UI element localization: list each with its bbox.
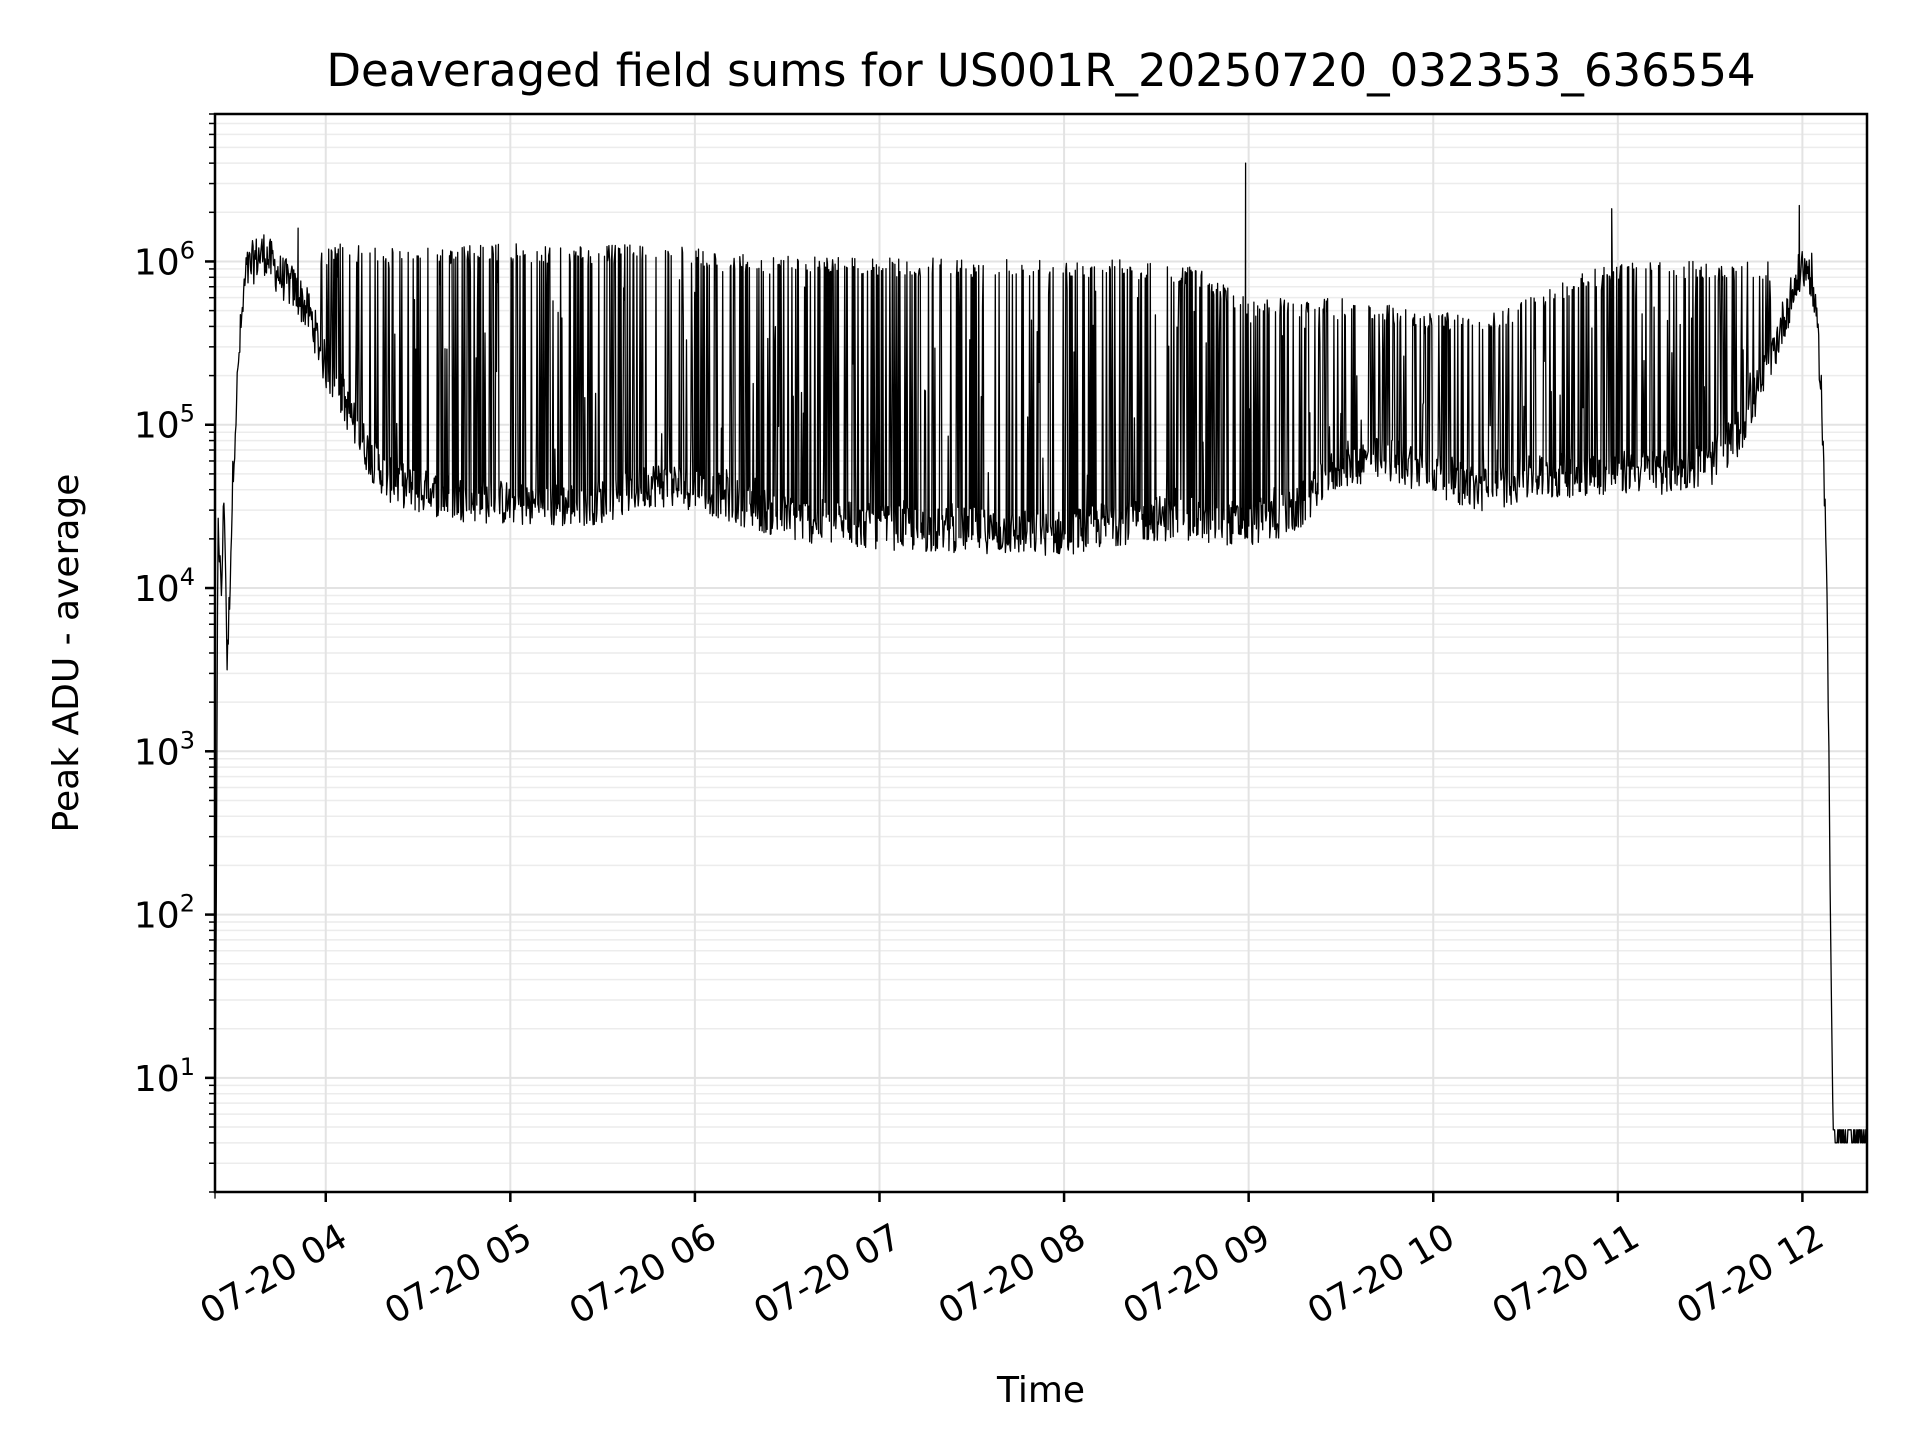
plot-area [214,162,1868,1199]
y-tick-label: 103 [134,726,195,773]
y-tick-label: 102 [134,890,195,937]
y-axis-label: Peak ADU - average [46,474,87,833]
y-tick-label: 105 [134,400,195,447]
series-line [214,162,1868,1199]
chart-title: Deaveraged field sums for US001R_2025072… [326,44,1755,97]
y-tick-label: 104 [134,563,195,610]
y-tick-label: 101 [134,1053,195,1100]
x-axis-label: Time [996,1370,1085,1411]
y-axis: 101 102 103 104 105 106 [134,113,215,1193]
y-tick-label: 106 [134,236,195,283]
